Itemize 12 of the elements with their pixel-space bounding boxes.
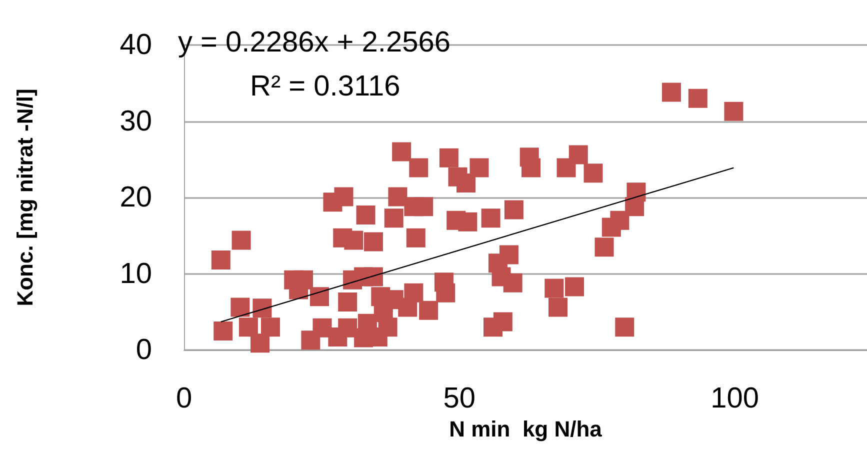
x-tick-label: 100 [710,382,759,414]
y-tick-label: 0 [136,334,152,366]
x-tick-label: 50 [443,382,476,414]
y-tick-label: 20 [120,182,152,214]
annotation: y = 0.2286x + 2.2566 [178,26,450,58]
y-tick-label: 40 [120,29,152,61]
y-axis-title: Konc. [mg nitrat -N/l] [12,88,38,306]
x-tick-label: 0 [176,382,192,414]
annotation: R² = 0.3116 [250,70,400,102]
y-tick-label: 10 [120,258,152,290]
y-tick-label: 30 [120,105,152,138]
x-axis-title: N min kg N/ha [449,416,603,442]
